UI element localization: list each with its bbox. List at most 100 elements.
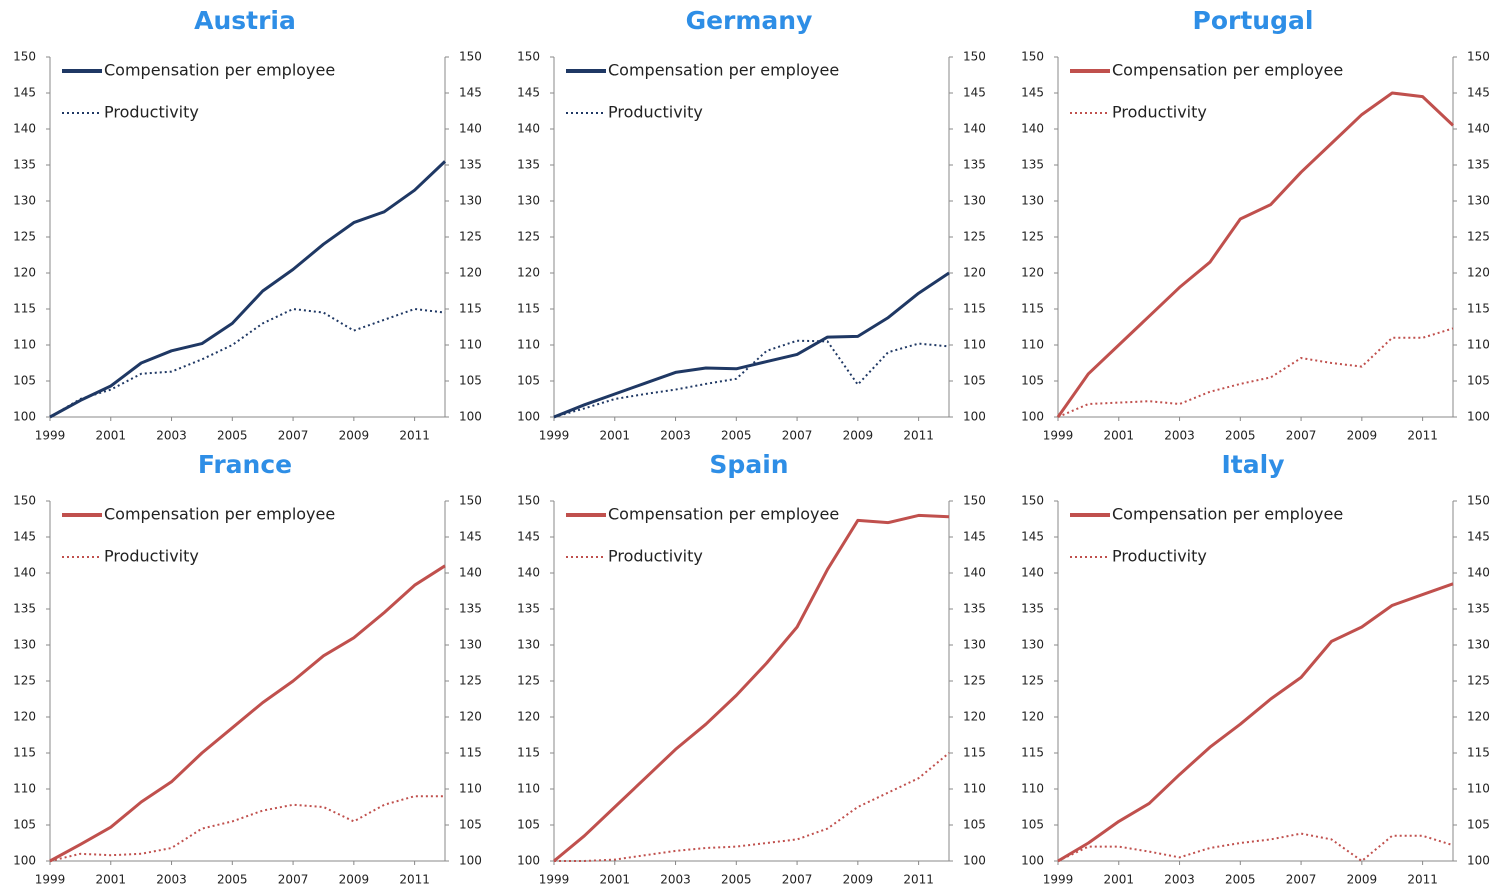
y-tick-label: 105: [1021, 818, 1044, 832]
y-tick-label: 115: [517, 746, 540, 760]
y2-tick-label: 100: [1467, 854, 1490, 868]
y2-tick-label: 150: [459, 50, 482, 64]
y-tick-label: 140: [13, 122, 36, 136]
x-tick-label: 2001: [95, 873, 126, 887]
y-tick-label: 100: [517, 854, 540, 868]
y2-tick-label: 145: [1467, 530, 1490, 544]
y2-tick-label: 115: [459, 302, 482, 316]
y2-tick-label: 110: [459, 338, 482, 352]
panel: Italy 100 105 110 115 120 125 130 135 140 145 150 10…: [1021, 450, 1490, 887]
y-tick-label: 145: [517, 530, 540, 544]
y-tick-label: 140: [13, 566, 36, 580]
panel-title: Spain: [709, 450, 788, 479]
x-tick-label: 2007: [782, 873, 813, 887]
y2-tick-label: 110: [1467, 338, 1490, 352]
series-line: [554, 752, 950, 862]
x-tick-label: 2003: [1164, 429, 1195, 443]
y2-tick-label: 135: [1467, 158, 1490, 172]
y2-tick-label: 105: [963, 818, 986, 832]
y2-tick-label: 145: [963, 530, 986, 544]
y-tick-label: 135: [517, 602, 540, 616]
y-tick-label: 130: [517, 194, 540, 208]
legend-label: Compensation per employee: [104, 505, 335, 524]
y2-tick-label: 110: [459, 782, 482, 796]
x-tick-label: 1999: [1043, 873, 1074, 887]
panel: Germany 100 105 110 115 120 125 130 135 140 145 150…: [517, 6, 986, 443]
y2-tick-label: 145: [459, 86, 482, 100]
y-tick-label: 135: [1021, 158, 1044, 172]
x-tick-label: 2003: [156, 873, 187, 887]
y2-tick-label: 100: [459, 410, 482, 424]
legend-label: Productivity: [1112, 547, 1207, 566]
y-tick-label: 125: [517, 230, 540, 244]
x-tick-label: 2005: [721, 873, 752, 887]
y2-tick-label: 150: [1467, 50, 1490, 64]
y-tick-label: 110: [13, 338, 36, 352]
x-tick-label: 2009: [339, 429, 370, 443]
y2-tick-label: 130: [1467, 638, 1490, 652]
y2-tick-label: 125: [963, 674, 986, 688]
y-tick-label: 120: [1021, 266, 1044, 280]
y-tick-label: 150: [13, 494, 36, 508]
panel: Spain 100 105 110 115 120 125 130 135 140 145 150 10…: [517, 450, 986, 887]
y-tick-label: 100: [13, 854, 36, 868]
y-tick-label: 135: [517, 158, 540, 172]
series-line: [1056, 91, 1455, 418]
legend-label: Productivity: [1112, 103, 1207, 122]
x-tick-label: 1999: [35, 429, 66, 443]
y-tick-label: 125: [13, 674, 36, 688]
y-tick-label: 110: [13, 782, 36, 796]
x-tick-label: 2001: [599, 873, 630, 887]
x-tick-label: 2001: [1103, 429, 1134, 443]
y2-tick-label: 100: [963, 410, 986, 424]
y2-tick-label: 110: [963, 338, 986, 352]
y2-tick-label: 125: [1467, 230, 1490, 244]
x-tick-label: 2009: [843, 429, 874, 443]
legend-label: Compensation per employee: [1112, 61, 1343, 80]
y-tick-label: 120: [517, 266, 540, 280]
x-tick-label: 2007: [278, 873, 309, 887]
y-tick-label: 125: [1021, 674, 1044, 688]
x-tick-label: 1999: [35, 873, 66, 887]
y2-tick-label: 130: [963, 638, 986, 652]
y2-tick-label: 115: [459, 746, 482, 760]
y-tick-label: 105: [517, 374, 540, 388]
legend-label: Compensation per employee: [608, 61, 839, 80]
series-line: [49, 564, 446, 863]
series-line: [1057, 832, 1454, 862]
x-tick-label: 2011: [903, 873, 934, 887]
y-tick-label: 140: [517, 122, 540, 136]
y2-tick-label: 145: [963, 86, 986, 100]
y-tick-label: 125: [13, 230, 36, 244]
y-tick-label: 105: [1021, 374, 1044, 388]
y-tick-label: 140: [1021, 566, 1044, 580]
y-tick-label: 150: [1021, 494, 1044, 508]
y2-tick-label: 130: [459, 194, 482, 208]
y-tick-label: 145: [1021, 530, 1044, 544]
y-tick-label: 120: [1021, 710, 1044, 724]
y-tick-label: 130: [517, 638, 540, 652]
y-tick-label: 100: [517, 410, 540, 424]
y2-tick-label: 120: [459, 710, 482, 724]
y-tick-label: 115: [1021, 302, 1044, 316]
y2-tick-label: 120: [1467, 710, 1490, 724]
y-tick-label: 145: [1021, 86, 1044, 100]
series-line: [49, 795, 445, 862]
y2-tick-label: 105: [963, 374, 986, 388]
x-tick-label: 2011: [1407, 873, 1438, 887]
y2-tick-label: 130: [1467, 194, 1490, 208]
y2-tick-label: 135: [459, 602, 482, 616]
y-tick-label: 110: [1021, 338, 1044, 352]
y2-tick-label: 125: [459, 674, 482, 688]
y2-tick-label: 140: [459, 122, 482, 136]
y2-tick-label: 105: [459, 374, 482, 388]
y-tick-label: 130: [1021, 638, 1044, 652]
legend-label: Compensation per employee: [1112, 505, 1343, 524]
y-tick-label: 145: [517, 86, 540, 100]
x-tick-label: 2005: [1225, 429, 1256, 443]
legend-label: Productivity: [608, 547, 703, 566]
y-tick-label: 125: [1021, 230, 1044, 244]
series-line: [49, 160, 447, 419]
x-tick-label: 2003: [156, 429, 187, 443]
y2-tick-label: 140: [963, 122, 986, 136]
